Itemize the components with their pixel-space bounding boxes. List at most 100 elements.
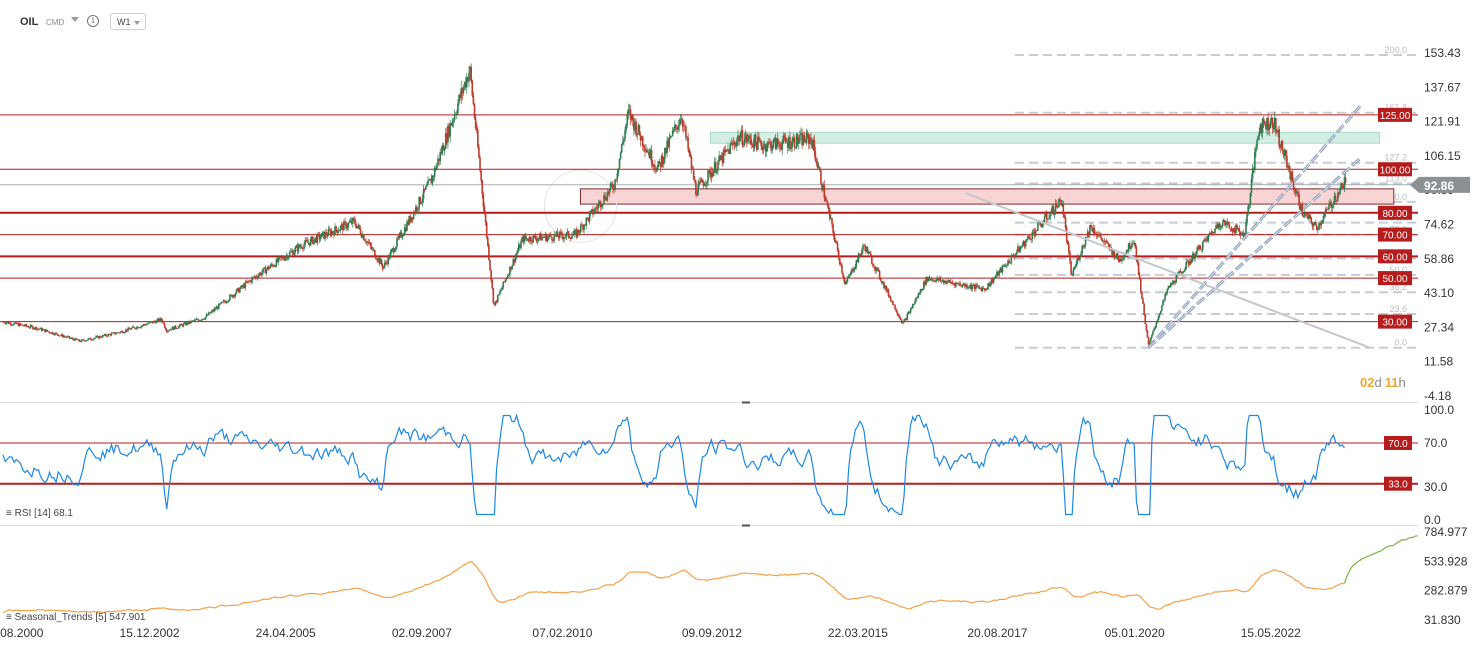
candle-body — [461, 88, 464, 94]
candle-body — [514, 256, 517, 263]
candle-body — [898, 315, 901, 319]
candle-body — [1310, 217, 1313, 223]
candle-body — [962, 283, 965, 285]
candle-body — [1004, 265, 1007, 267]
candle-body — [226, 301, 229, 303]
candle-body — [427, 180, 429, 185]
candle-body — [912, 303, 914, 309]
candle-body — [576, 229, 579, 237]
candle-body — [888, 296, 891, 298]
candle-body — [1256, 140, 1258, 149]
candle-body — [27, 326, 30, 328]
candle-body — [255, 276, 258, 278]
candle-body — [288, 252, 291, 257]
candle-body — [70, 337, 73, 339]
candle-body — [565, 232, 568, 237]
candle-body — [827, 206, 830, 210]
candle-body — [758, 136, 760, 141]
candle-body — [977, 286, 979, 288]
candle-body — [679, 119, 682, 125]
candle-body — [1306, 213, 1308, 215]
candle-body — [517, 244, 520, 251]
info-icon[interactable]: i — [87, 15, 99, 27]
candle-body — [66, 336, 68, 338]
candle-body — [965, 284, 967, 287]
candle-body — [677, 125, 679, 130]
candle-body — [315, 237, 318, 243]
chevron-down-icon[interactable] — [71, 17, 79, 22]
candle-body — [1288, 165, 1290, 172]
candle-body — [313, 239, 315, 244]
candle-body — [603, 195, 605, 204]
price-tick-label: 43.10 — [1424, 286, 1454, 300]
candle-body — [883, 282, 885, 289]
candle-body — [842, 272, 844, 277]
symbol-label[interactable]: OIL — [20, 16, 39, 28]
candle-body — [505, 278, 508, 280]
candle-body — [493, 302, 496, 305]
candle-body — [1292, 180, 1295, 189]
level-badge — [1378, 314, 1412, 329]
candle-body — [153, 321, 156, 322]
candle-body — [845, 281, 848, 285]
candle-body — [346, 226, 349, 229]
candle-body — [99, 336, 102, 338]
candle-body — [34, 326, 36, 329]
candle-body — [1002, 265, 1005, 267]
candle-body — [545, 234, 548, 242]
candle-body — [11, 324, 13, 326]
candle-body — [48, 331, 51, 333]
candle-body — [224, 301, 227, 303]
candle-body — [1226, 221, 1228, 224]
candle-body — [937, 277, 940, 281]
candle-body — [1103, 240, 1106, 242]
candle-body — [195, 318, 198, 320]
candle-body — [698, 181, 700, 185]
candle-body — [724, 149, 727, 152]
candle-body — [1008, 260, 1010, 264]
candle-body — [542, 236, 544, 238]
candle-body — [780, 147, 782, 150]
time-axis: 06.08.2000 15.12.2002 24.04.2005 02.09.2007… — [0, 626, 1301, 640]
candle-body — [670, 135, 673, 137]
candle-body — [1211, 231, 1214, 233]
candle-body — [992, 278, 995, 283]
candle-body — [1038, 222, 1040, 223]
candle-body — [178, 325, 180, 328]
candle-body — [713, 162, 716, 171]
candle-body — [433, 167, 436, 177]
candle-body — [1175, 275, 1178, 283]
candle-body — [1228, 224, 1231, 229]
candle-body — [556, 231, 559, 237]
candle-body — [869, 253, 872, 257]
candle-body — [1179, 270, 1182, 273]
candle-body — [941, 280, 944, 281]
candle-body — [398, 234, 401, 239]
timeframe-select[interactable]: W1 — [110, 13, 146, 30]
candle-body — [113, 332, 116, 335]
candle-body — [675, 124, 677, 128]
candle-body — [65, 336, 67, 338]
trend-channel — [965, 105, 1371, 349]
candle-body — [24, 324, 26, 326]
candle-body — [1168, 285, 1171, 287]
channel-line-inner — [1148, 105, 1361, 348]
level-badge-label: 70.00 — [1382, 231, 1407, 242]
candle-body — [837, 250, 840, 259]
candle-body — [1078, 257, 1080, 260]
candle-body — [119, 331, 122, 333]
candle-body — [834, 239, 837, 242]
candle-body — [763, 144, 766, 147]
candle-body — [1059, 198, 1061, 200]
candle-body — [589, 210, 592, 214]
candle-body — [1101, 238, 1103, 242]
candle-body — [1271, 117, 1274, 128]
candle-body — [177, 327, 179, 329]
candle-body — [913, 303, 915, 305]
candle-body — [668, 138, 671, 148]
candle-body — [1281, 141, 1284, 151]
candle-body — [1232, 228, 1235, 233]
candle-body — [17, 323, 20, 327]
rsi-line — [2, 413, 1345, 516]
